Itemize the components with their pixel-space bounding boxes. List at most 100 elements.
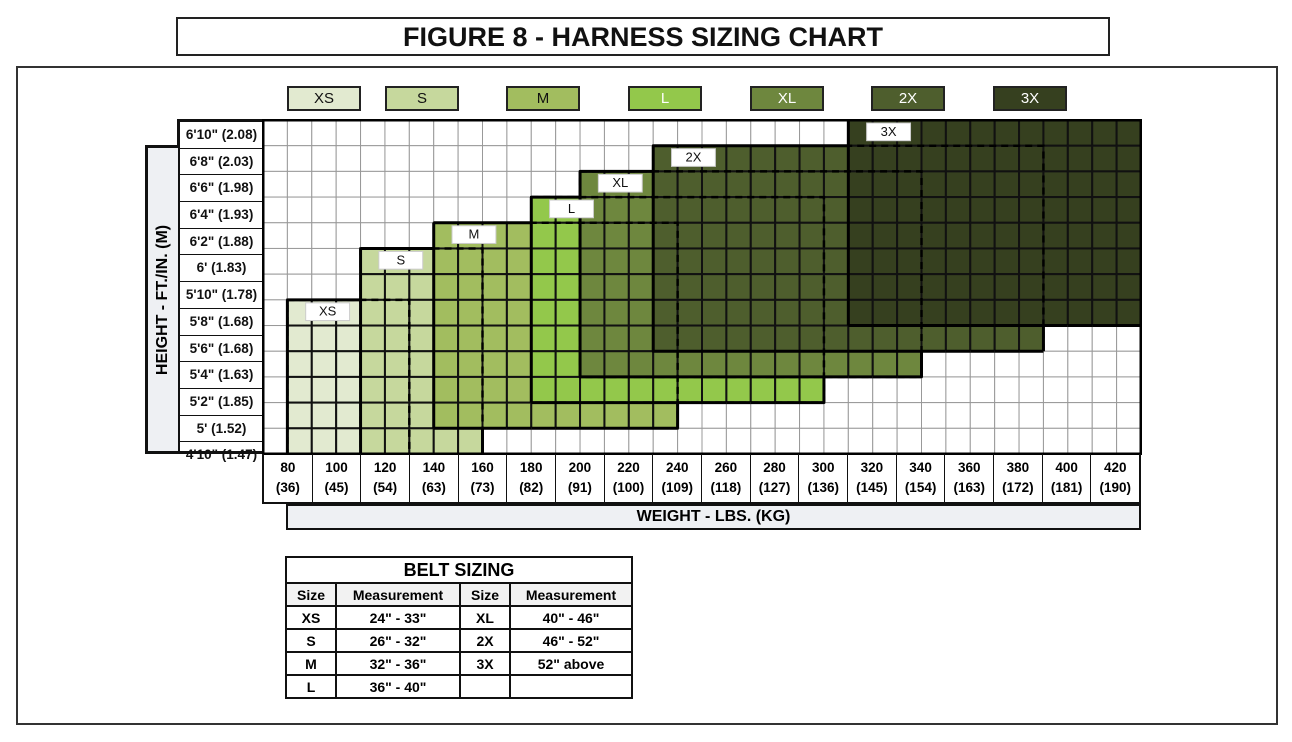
grid-cell [433,196,459,224]
grid-cell [432,247,460,276]
grid-cell [555,119,581,147]
grid-cell [652,427,679,455]
grid-cell [993,221,1021,250]
grid-cell [652,401,679,430]
grid-cell [652,375,679,404]
figure-title: FIGURE 8 - HARNESS SIZING CHART [176,17,1110,56]
x-tick-lbs: 240 [665,460,689,475]
grid-cell [944,170,972,199]
legend-item-s: S [385,86,459,111]
x-tick-label: 120 (54) [361,454,411,502]
x-tick-label: 160 (73) [459,454,508,502]
grid-cell [701,119,727,147]
y-tick-label: 6'4" (1.93) [180,202,263,229]
grid-cell [1091,196,1118,224]
grid-cell [554,273,582,301]
grid-cell [408,427,435,455]
x-tick-kg: (118) [710,480,742,495]
grid-cell [969,119,996,147]
y-tick-label: 6' (1.83) [180,255,263,283]
grid-cell [725,350,752,378]
y-tick-label: 6'2" (1.88) [180,229,263,256]
grid-cell [749,375,777,404]
grid-cell [408,119,435,147]
grid-cell [1042,119,1069,147]
grid-cell [652,119,679,147]
grid-cell [798,273,825,301]
x-tick-kg: (181) [1050,480,1083,495]
grid-cell [920,324,947,353]
grid-cell [1067,427,1093,455]
x-tick-kg: (154) [904,480,937,495]
legend-item-l: L [628,86,702,111]
grid-cell [554,298,582,327]
grid-cell [482,170,508,198]
grid-cell [360,145,386,172]
grid-cell [1066,196,1094,224]
grid-cell [1042,144,1069,173]
grid-cell [481,350,508,378]
grid-cell [798,350,825,378]
grid-cell [384,145,410,172]
grid-cell [530,375,557,404]
grid-cell [1066,144,1094,173]
grid-cell [774,221,801,250]
cell: XL [459,605,511,630]
grid-cell [627,298,655,327]
grid-cell [603,247,630,276]
grid-cell [262,196,288,224]
cell: 32" - 36" [335,651,461,676]
x-tick-kg: (91) [567,480,592,495]
grid-cell [360,196,386,224]
grid-cell [969,170,996,199]
grid-cell [408,170,435,198]
grid-cell [1042,402,1069,429]
grid-cell [896,350,923,378]
grid-cell [530,350,557,378]
x-tick-kg: (172) [1002,480,1034,495]
grid-cell [725,324,752,353]
grid-cell [993,144,1021,173]
grid-cell [335,324,362,353]
grid-cell [579,427,605,455]
x-tick-label: 340 (154) [897,454,946,502]
grid-cell [579,221,606,250]
grid-cell [822,350,850,378]
size-outline-xl [578,170,923,379]
grid-cell [262,299,288,327]
grid-cell [262,376,288,404]
grid-cell [1067,325,1093,352]
grid-cell [677,119,703,147]
grid-cell [920,170,947,199]
grid-cell [823,427,849,455]
grid-cell [676,350,704,378]
grid-cell [994,376,1020,404]
grid-cell [993,196,1021,224]
grid-cell [311,196,337,224]
grid-cell [530,324,557,353]
grid-cell [383,401,411,430]
grid-cell [701,375,728,404]
grid-cell [944,324,972,353]
grid-cell [359,401,386,430]
size-label-box [866,122,912,142]
grid-cell [1091,376,1118,404]
grid-cell [627,247,655,276]
grid-cell [896,427,922,455]
size-label-box [671,148,716,167]
grid-cell [603,298,630,327]
grid-cell [1115,247,1142,276]
grid-cell [652,196,679,224]
grid-cell [994,402,1020,429]
grid-cell [774,298,801,327]
grid-cell [945,376,971,404]
grid-cell [335,427,362,455]
grid-cell [603,196,630,224]
grid-cell [383,375,411,404]
grid-cell [408,145,435,172]
cell: L [285,674,337,699]
grid-cell [627,350,655,378]
legend-item-xl: XL [750,86,824,111]
grid-cell [554,247,582,276]
y-tick-label: 6'10" (2.08) [180,122,263,149]
